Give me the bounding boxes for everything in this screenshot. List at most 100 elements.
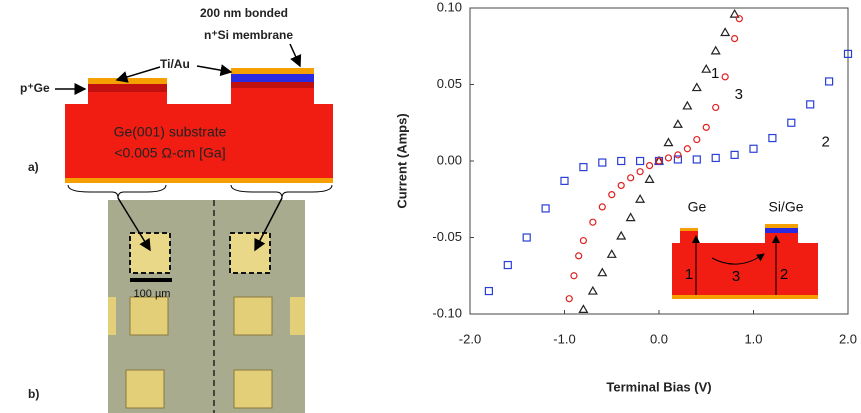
arrow <box>197 66 231 72</box>
inset-label: Si/Ge <box>768 199 803 215</box>
back-contact <box>65 178 333 183</box>
inset-label: 3 <box>732 268 740 285</box>
data-point <box>712 154 719 161</box>
data-point <box>599 159 606 166</box>
label: p⁺Ge <box>20 81 50 95</box>
data-point <box>627 214 635 221</box>
data-point <box>665 155 671 161</box>
y-tick-label: 0.05 <box>437 76 462 91</box>
data-point <box>788 119 795 126</box>
data-point <box>703 124 709 130</box>
substrate <box>65 104 333 178</box>
data-point <box>769 135 776 142</box>
data-point <box>675 152 681 158</box>
y-axis-label: Current (Amps) <box>394 113 409 208</box>
figure: 200 nm bonded n⁺Si membrane Ti/Au p⁺Ge G… <box>0 0 861 413</box>
data-point <box>731 151 738 158</box>
data-point <box>693 156 700 163</box>
p-ge-layer <box>88 84 167 92</box>
data-point <box>683 102 691 109</box>
inset-metal <box>765 224 798 228</box>
data-point <box>722 74 728 80</box>
data-point <box>628 175 634 181</box>
label: 200 nm bonded <box>200 6 288 20</box>
inset-label: 1 <box>685 266 693 283</box>
data-point <box>693 84 701 91</box>
data-point <box>542 205 549 212</box>
data-point <box>571 273 577 279</box>
scale-label: 100 µm <box>134 288 171 300</box>
arrow <box>290 44 300 66</box>
data-point <box>694 137 700 143</box>
data-point <box>580 238 586 244</box>
data-point <box>608 250 616 257</box>
panel-label: b) <box>28 387 39 401</box>
inset-contact <box>672 295 818 299</box>
y-tick-label: -0.05 <box>432 229 462 244</box>
data-point <box>523 234 530 241</box>
inset-substrate <box>672 243 818 295</box>
data-point <box>485 288 492 295</box>
data-point <box>646 175 654 182</box>
annotation: 1 <box>711 65 719 82</box>
x-tick-label: -2.0 <box>459 331 481 346</box>
inset-membrane <box>765 228 798 233</box>
si-membrane <box>231 74 314 82</box>
micrograph: 100 µm b) <box>28 198 305 413</box>
brace <box>68 185 166 198</box>
data-point <box>579 305 587 312</box>
inset-label: 2 <box>780 266 788 283</box>
data-point <box>637 158 644 165</box>
p-ge-layer <box>231 82 314 88</box>
data-point <box>684 146 690 152</box>
pad <box>126 370 164 408</box>
pad <box>234 370 272 408</box>
pad <box>108 297 116 335</box>
inset-metal <box>680 228 698 231</box>
data-point <box>504 262 511 269</box>
data-point <box>807 101 814 108</box>
pad <box>130 233 170 273</box>
pad <box>130 297 168 335</box>
data-point <box>664 139 672 146</box>
data-point <box>599 204 605 210</box>
ti-au <box>88 78 167 84</box>
device-diagram: 200 nm bonded n⁺Si membrane Ti/Au p⁺Ge G… <box>20 6 333 198</box>
data-point <box>732 36 738 42</box>
x-tick-label: -1.0 <box>553 331 575 346</box>
pad <box>230 233 270 273</box>
data-point <box>609 192 615 198</box>
data-point <box>702 65 710 72</box>
y-tick-label: 0.10 <box>437 0 462 14</box>
data-point <box>637 169 643 175</box>
pad <box>234 297 272 335</box>
data-point <box>750 145 757 152</box>
panel-label: a) <box>28 160 39 174</box>
pad <box>290 297 305 335</box>
data-point <box>618 182 624 188</box>
label: Ge(001) substrate <box>114 124 227 140</box>
data-point <box>590 219 596 225</box>
x-tick-label: 1.0 <box>744 331 762 346</box>
annotation: 2 <box>822 134 830 151</box>
inset-mesa <box>680 231 698 243</box>
inset <box>672 224 818 299</box>
data-point <box>576 253 582 259</box>
data-point <box>647 163 653 169</box>
data-point <box>566 296 572 302</box>
y-tick-label: -0.10 <box>432 305 462 320</box>
data-point <box>636 195 644 202</box>
data-point <box>589 287 597 294</box>
data-point <box>618 158 625 165</box>
annotation: 3 <box>735 86 743 103</box>
brace <box>231 185 332 198</box>
data-point <box>598 269 606 276</box>
data-point <box>713 104 719 110</box>
y-tick-label: 0.00 <box>437 152 462 167</box>
ti-au <box>231 68 314 74</box>
x-tick-label: 2.0 <box>839 331 857 346</box>
data-point <box>580 164 587 171</box>
data-point <box>617 232 625 239</box>
x-axis-label: Terminal Bias (V) <box>606 379 711 394</box>
label: <0.005 Ω-cm [Ga] <box>114 145 225 161</box>
